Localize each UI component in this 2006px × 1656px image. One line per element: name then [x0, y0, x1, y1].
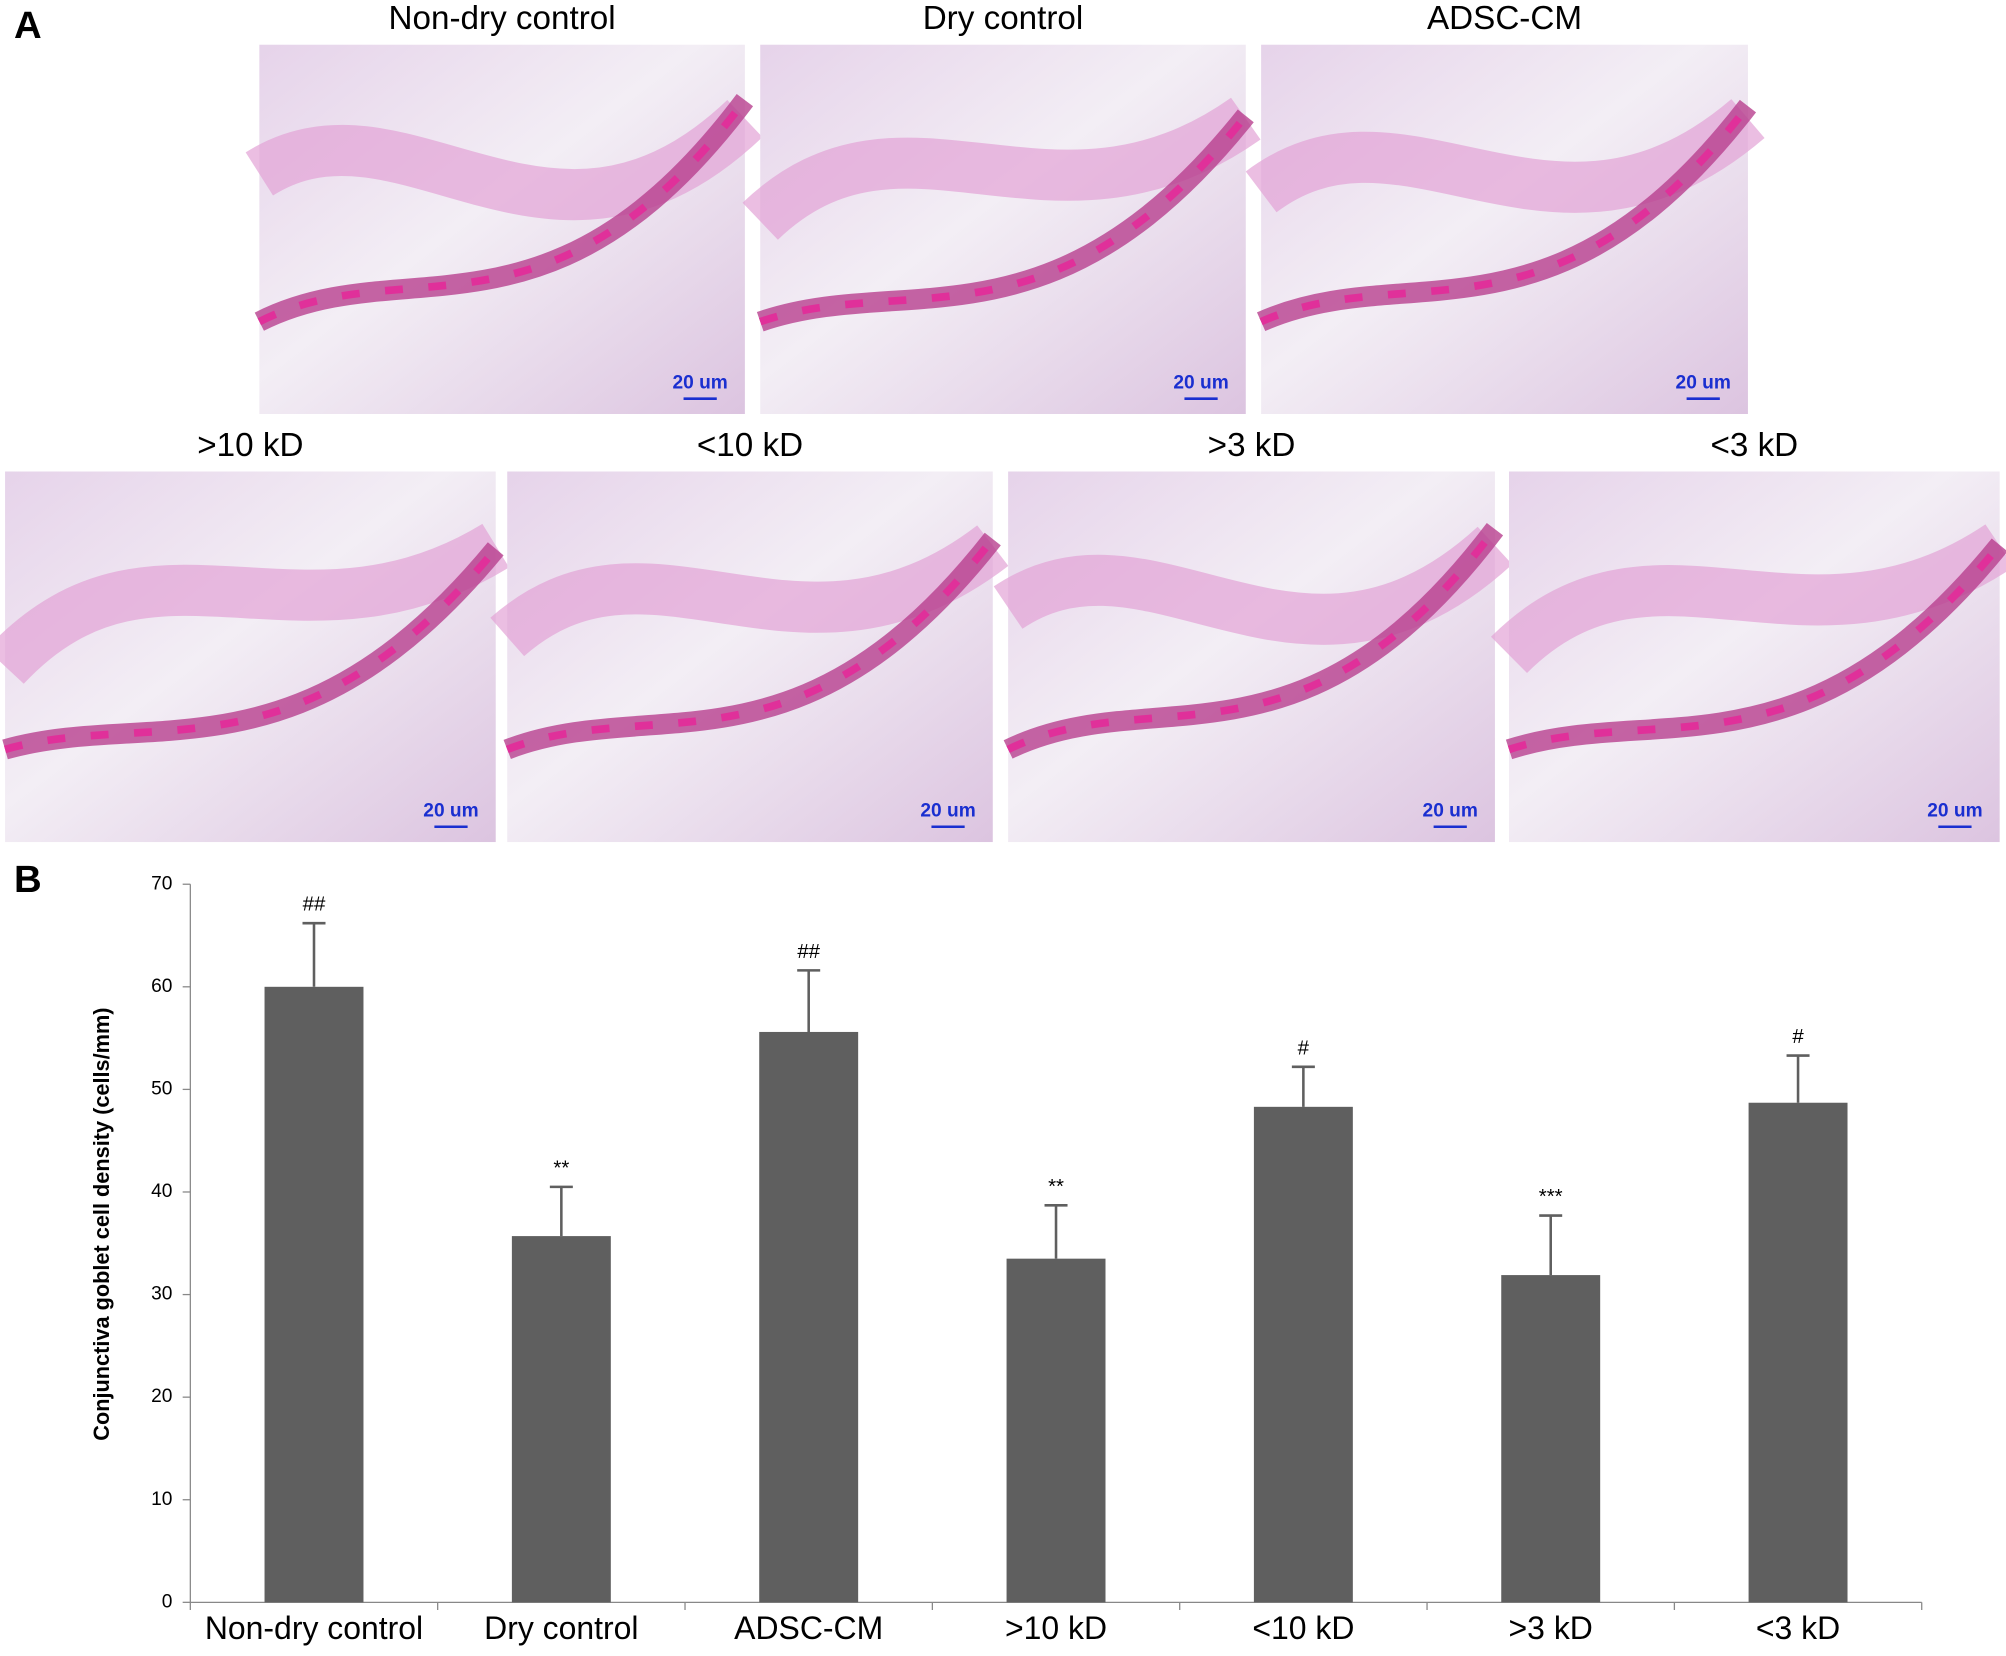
y-tick-label: 30: [151, 1284, 172, 1305]
error-bar: [1539, 1214, 1563, 1276]
goblet-cells: [257, 97, 748, 326]
significance-mark: ***: [1539, 1185, 1563, 1208]
significance-mark: ##: [303, 893, 326, 916]
x-tick-label: ADSC-CM: [734, 1610, 883, 1646]
significance-mark: #: [1298, 1036, 1310, 1059]
image-title: <10 kD: [697, 427, 803, 464]
image-title: >3 kD: [1208, 427, 1296, 464]
bar: [264, 986, 364, 1603]
bar: [1253, 1106, 1353, 1603]
goblet-cells: [505, 536, 996, 753]
scale-bar-label: 20 um: [920, 800, 975, 821]
error-bar: [1291, 1065, 1315, 1107]
image-title: <3 kD: [1710, 427, 1798, 464]
micrograph: [1008, 471, 1495, 843]
tissue-layer: [742, 97, 1261, 241]
tissue-layer: [0, 523, 510, 685]
goblet-cells: [1507, 542, 2003, 754]
x-tick-label: >10 kD: [1005, 1610, 1107, 1646]
micrograph: [5, 471, 496, 843]
tissue-layer: [1491, 524, 2006, 674]
error-bar: [1044, 1204, 1068, 1259]
scale-bar-label: 20 um: [672, 372, 727, 393]
error-bar: [549, 1185, 573, 1237]
bar: [1748, 1102, 1848, 1603]
significance-mark: #: [1792, 1025, 1804, 1048]
error-bar: [1786, 1054, 1810, 1103]
significance-mark: **: [553, 1156, 569, 1179]
x-tick-label: >3 kD: [1509, 1610, 1593, 1646]
y-tick-label: 40: [151, 1181, 172, 1202]
micrograph: [760, 44, 1246, 414]
tissue-layer: [1245, 99, 1765, 213]
goblet-cells: [758, 113, 1249, 326]
error-bar: [797, 969, 821, 1032]
goblet-cells: [1259, 103, 1751, 326]
scale-bar-label: 20 um: [423, 800, 478, 821]
image-title: >10 kD: [197, 427, 303, 464]
x-tick-label: <10 kD: [1252, 1610, 1354, 1646]
tissue-layer: [993, 526, 1513, 645]
panel-label: A: [14, 4, 42, 47]
image-title: Dry control: [923, 0, 1084, 37]
bar: [759, 1031, 859, 1603]
y-tick-label: 50: [151, 1078, 172, 1099]
micrograph: [259, 44, 745, 414]
bar: [1501, 1275, 1601, 1603]
x-tick-label: Dry control: [484, 1610, 638, 1646]
tissue-layer: [245, 99, 763, 221]
goblet-cells: [1006, 526, 1498, 753]
y-axis-label: Conjunctiva goblet cell density (cells/m…: [89, 1007, 114, 1440]
panel-label: B: [14, 858, 42, 901]
bar: [511, 1236, 611, 1603]
y-tick-label: 10: [151, 1489, 172, 1510]
micrograph: [1509, 471, 2000, 843]
scale-bar-label: 20 um: [1173, 372, 1228, 393]
scale-bar-label: 20 um: [1927, 800, 1982, 821]
error-bar: [302, 921, 326, 987]
bar: [1006, 1258, 1106, 1603]
micrograph: [1261, 44, 1748, 414]
x-tick-label: <3 kD: [1756, 1610, 1840, 1646]
image-title: ADSC-CM: [1427, 0, 1582, 37]
y-tick-label: 70: [151, 873, 172, 894]
scale-bar-label: 20 um: [1676, 372, 1731, 393]
goblet-cells: [4, 546, 499, 754]
significance-mark: **: [1048, 1175, 1064, 1198]
micrograph: [507, 471, 993, 843]
tissue-layer: [490, 525, 1009, 657]
y-tick-label: 60: [151, 976, 172, 997]
image-title: Non-dry control: [389, 0, 616, 37]
scale-bar-label: 20 um: [1423, 800, 1478, 821]
y-tick-label: 0: [162, 1591, 173, 1612]
y-tick-label: 20: [151, 1386, 172, 1407]
significance-mark: ##: [797, 940, 820, 963]
x-tick-label: Non-dry control: [205, 1610, 423, 1646]
